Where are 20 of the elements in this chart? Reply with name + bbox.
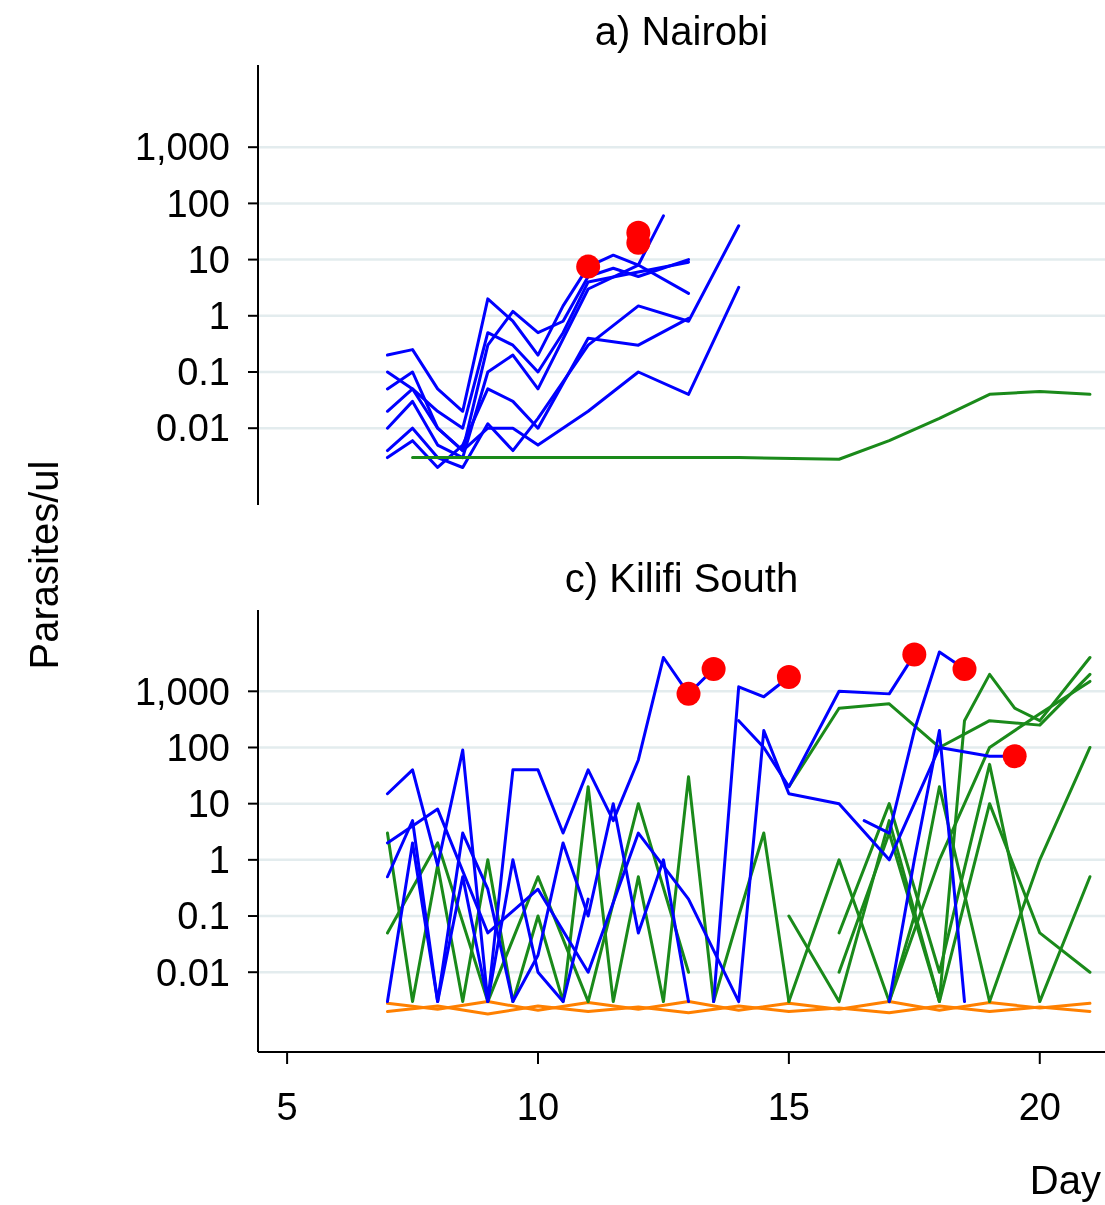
chart-title: c) Kilifi South: [564, 556, 799, 600]
y-tick-label: 0.01: [156, 407, 230, 450]
x-tick-label: 10: [516, 1086, 560, 1128]
y-tick-label: 1,000: [134, 670, 230, 713]
y-tick-label: 10: [187, 782, 230, 825]
y-tick-label: 1: [208, 295, 230, 338]
x-axis-title: Day: [1029, 1158, 1101, 1202]
y-tick-label: 100: [166, 182, 230, 225]
y-tick-label: 1: [208, 839, 230, 882]
x-tick-label: 5: [276, 1086, 298, 1128]
y-tick-label: 100: [166, 726, 230, 769]
x-tick-label: 15: [767, 1086, 811, 1128]
chart-title: a) Nairobi: [594, 9, 769, 53]
y-tick-label: 0.1: [177, 895, 230, 938]
y-axis-title: Parasites/ul: [22, 460, 66, 670]
y-tick-label: 0.01: [156, 951, 230, 994]
y-tick-label: 0.1: [177, 351, 230, 394]
x-tick-label: 20: [1018, 1086, 1061, 1128]
y-tick-label: 10: [187, 238, 230, 281]
y-tick-label: 1,000: [134, 126, 230, 169]
